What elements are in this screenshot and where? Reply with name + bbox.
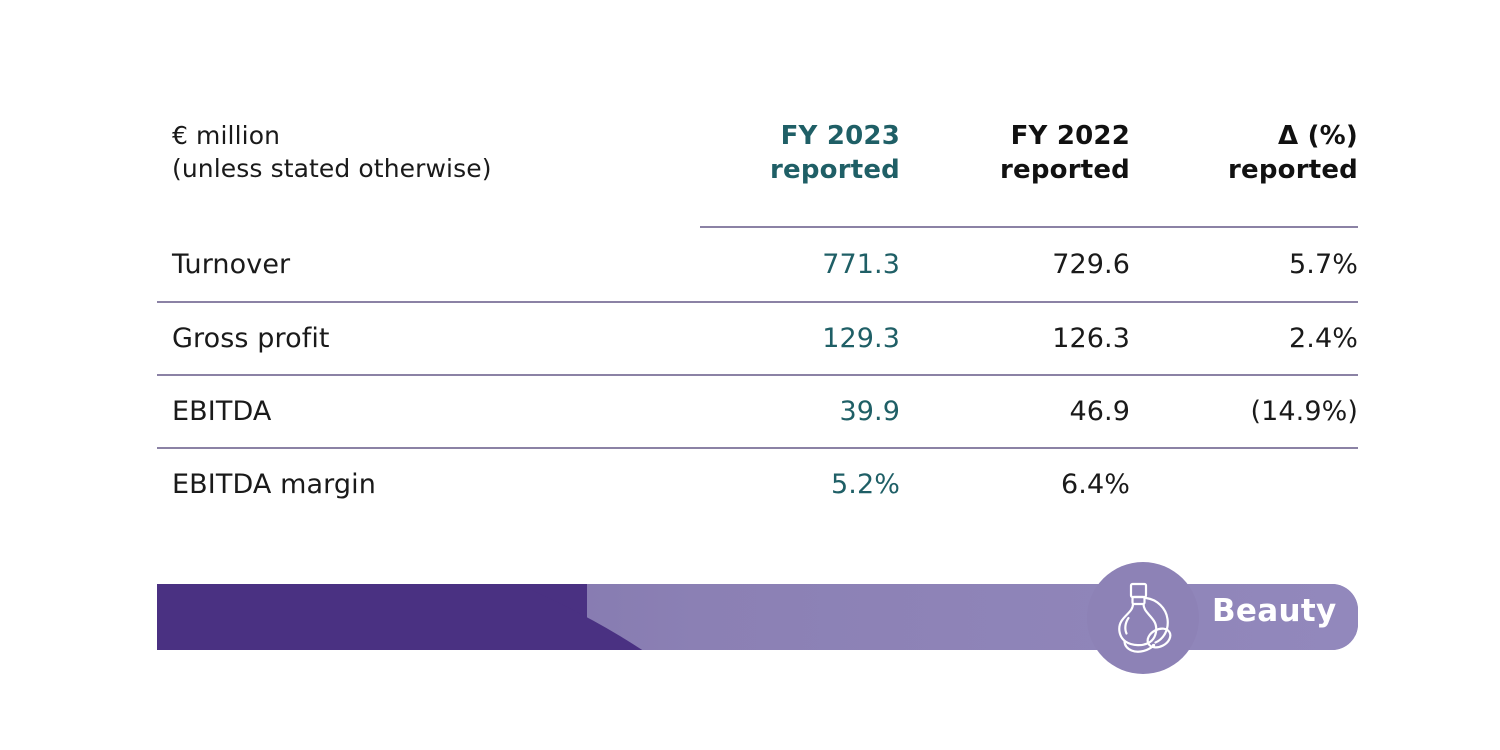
unit-label-line1: € million [172,121,281,150]
unit-label: € million (unless stated otherwise) [157,120,700,227]
table-body: Turnover 771.3 729.6 5.7% Gross profit 1… [157,229,1358,521]
column-header-delta-line1: Δ (%) [1278,121,1358,151]
cell-ebitda-fy2023: 39.9 [700,373,900,448]
cell-gross-profit-fy2023: 129.3 [700,300,900,375]
column-header-fy2022-line2: reported [999,154,1130,185]
column-header-fy2023-line1: FY 2023 [780,121,900,151]
row-label-turnover: Turnover [172,249,291,281]
column-header-fy2022: FY 2022 reported [900,120,1130,227]
header-divider-fy2023 [700,225,900,229]
column-header-delta: Δ (%) reported [1130,120,1358,227]
cell-turnover-fy2023: 771.3 [822,249,900,281]
header-divider-fy2022 [900,225,1130,229]
table-row: Turnover 771.3 729.6 5.7% [157,229,1358,302]
column-header-delta-line2: reported [1227,154,1358,185]
perfume-bottle-icon [1106,578,1180,658]
table-header-row: € million (unless stated otherwise) FY 2… [157,120,1358,227]
table-row: EBITDA margin 5.2% 6.4% [157,446,1358,521]
cell-ebitda-delta: (14.9%) [1130,373,1358,448]
segment-name-label: Beauty [1212,593,1337,629]
row-label-ebitda: EBITDA [157,373,700,448]
cell-ebitda-margin-fy2023: 5.2% [700,446,900,521]
financial-table-container: € million (unless stated otherwise) FY 2… [157,120,1358,521]
cell-turnover-fy2022: 729.6 [1052,249,1130,281]
cell-ebitda-margin-delta [1130,446,1358,521]
financial-summary-table: € million (unless stated otherwise) FY 2… [157,120,1358,521]
segment-logo-badge [1087,562,1199,674]
column-header-fy2022-line1: FY 2022 [1010,121,1130,151]
unit-label-line2: (unless stated otherwise) [172,153,492,183]
table-row: Gross profit 129.3 126.3 2.4% [157,300,1358,375]
cell-gross-profit-fy2022: 126.3 [900,300,1130,375]
cell-gross-profit-delta: 2.4% [1130,300,1358,375]
cell-turnover-delta: 5.7% [1289,249,1358,281]
row-label-ebitda-margin: EBITDA margin [157,446,700,521]
table-header: € million (unless stated otherwise) FY 2… [157,120,1358,229]
table-row: EBITDA 39.9 46.9 (14.9%) [157,373,1358,448]
column-header-fy2023: FY 2023 reported [700,120,900,227]
column-header-fy2023-line2: reported [769,154,900,185]
cell-ebitda-fy2022: 46.9 [900,373,1130,448]
header-divider-row [157,225,1358,229]
cell-ebitda-margin-fy2022: 6.4% [900,446,1130,521]
row-label-gross-profit: Gross profit [157,300,700,375]
header-divider-delta [1130,225,1358,229]
